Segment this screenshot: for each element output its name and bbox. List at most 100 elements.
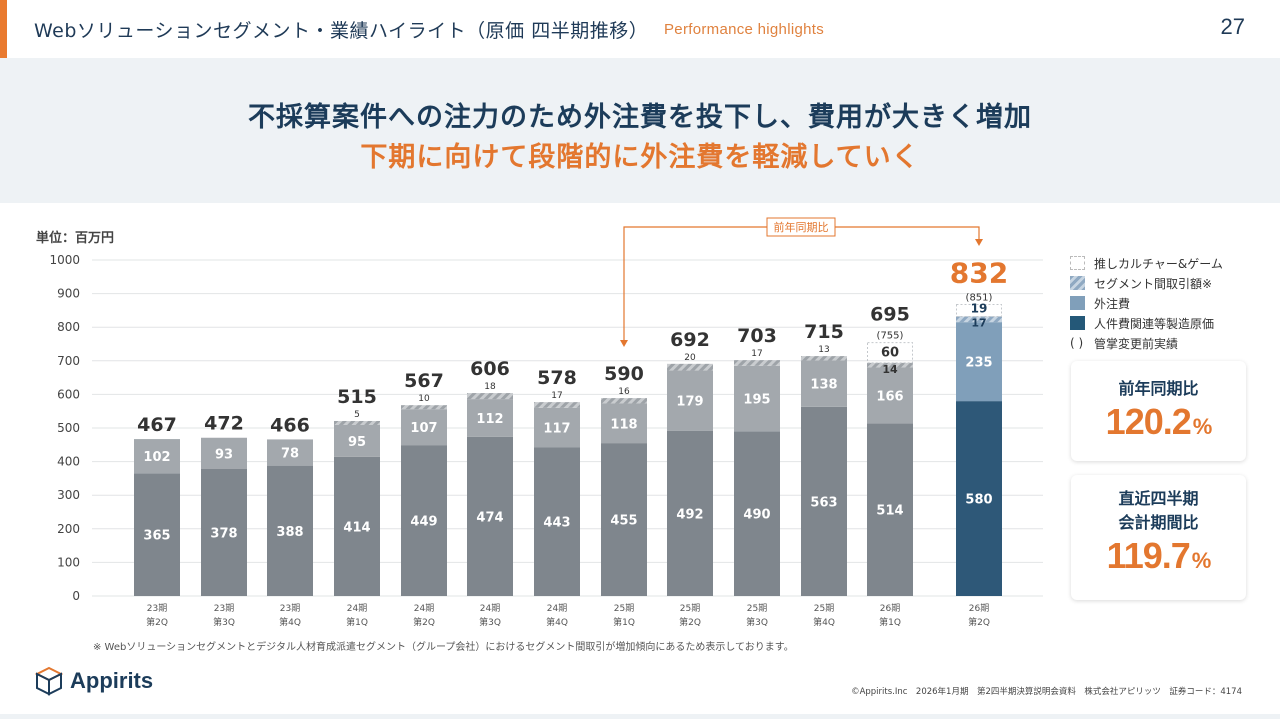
bar-value-outsourcing: 95 — [348, 435, 366, 450]
x-tick-label: 25期 — [680, 603, 700, 614]
legend-item-labor: 人件費関連等製造原価 — [1070, 313, 1223, 333]
card-label-line: 会計期間比 — [1118, 513, 1199, 532]
bottom-divider — [0, 714, 1280, 719]
bar-segment-labor — [134, 473, 180, 596]
y-tick-label: 300 — [57, 488, 80, 502]
card-unit: % — [1192, 414, 1213, 439]
bar-segment-outsourcing — [134, 439, 180, 474]
bar-segment-intersegment — [401, 405, 447, 410]
bar-value-labor: 414 — [343, 520, 370, 535]
x-tick-label: 23期 — [214, 603, 234, 614]
y-tick-label: 900 — [57, 287, 80, 301]
bar-segment-labor — [334, 456, 380, 596]
bar-total: 715 — [804, 321, 844, 343]
x-tick-label: 24期 — [414, 603, 434, 614]
legend-item-intersegment: セグメント間取引額※ — [1070, 273, 1223, 293]
bar-value-outsourcing: 93 — [215, 447, 233, 462]
bar-value-labor: 449 — [410, 515, 437, 530]
bar-value-outsourcing: 117 — [543, 421, 570, 436]
slide-subtitle: Performance highlights — [664, 21, 825, 38]
bar-total: 832 — [950, 256, 1008, 289]
bar-total: 590 — [604, 363, 644, 385]
arrow-down-icon — [975, 239, 983, 246]
bar-value-labor: 365 — [143, 529, 170, 544]
card-unit: % — [1191, 548, 1212, 573]
bar-value-labor: 580 — [965, 493, 992, 508]
bar-segment-intersegment — [734, 360, 780, 366]
bar-total-before-change: (851) — [966, 292, 993, 303]
bar-total: 472 — [204, 413, 244, 435]
y-tick-label: 700 — [57, 354, 80, 368]
x-tick-label: 24期 — [347, 603, 367, 614]
card-label: 前年同期比 — [1118, 379, 1199, 398]
bar-value-outsourcing: 179 — [676, 395, 703, 410]
x-tick-label: 第1Q — [346, 616, 368, 628]
bar-total: 606 — [470, 358, 510, 380]
legend-label: 推しカルチャー&ゲーム — [1094, 256, 1223, 271]
bar-segment-labor — [267, 465, 313, 596]
yoy-bracket-line — [623, 226, 980, 342]
x-tick-label: 26期 — [880, 603, 900, 614]
bar-segment-outsourcing — [267, 439, 313, 466]
accent-bar — [0, 0, 7, 58]
y-tick-label: 500 — [57, 421, 80, 435]
x-tick-label: 25期 — [747, 603, 767, 614]
x-tick-label: 26期 — [969, 603, 989, 614]
bar-value-outsourcing: 138 — [810, 378, 837, 393]
bar-value-oshi: 60 — [881, 346, 899, 361]
bar-value-intersegment: 13 — [818, 345, 829, 355]
bar-value-labor: 388 — [276, 525, 303, 540]
bar-segment-labor — [201, 468, 247, 596]
legend-label: 人件費関連等製造原価 — [1094, 316, 1215, 331]
bar-value-intersegment: 10 — [418, 394, 430, 404]
cube-logo-icon — [34, 666, 64, 696]
bar-value-intersegment: 16 — [618, 387, 630, 397]
bar-segment-intersegment — [801, 356, 847, 361]
x-tick-label: 24期 — [480, 603, 500, 614]
bar-value-labor: 474 — [476, 510, 503, 525]
x-tick-label: 第4Q — [813, 616, 835, 628]
headline-line-2: 下期に向けて段階的に外注費を軽減していく — [360, 142, 920, 173]
bar-value-outsourcing: 107 — [410, 421, 437, 436]
card-value: 119.7% — [1071, 535, 1246, 577]
dotted-swatch-icon — [1070, 256, 1085, 270]
x-tick-label: 25期 — [614, 603, 634, 614]
hatched-swatch-icon — [1070, 276, 1085, 290]
bar-segment-outsourcing — [534, 407, 580, 448]
y-tick-label: 200 — [57, 522, 80, 536]
bar-segment-outsourcing — [734, 365, 780, 432]
bar-value-labor: 455 — [610, 514, 637, 529]
bar-value-labor: 492 — [676, 507, 703, 522]
bar-segment-labor — [601, 443, 647, 596]
logo-text: Appirits — [70, 668, 154, 693]
unit-label: 単位：百万円 — [36, 231, 115, 246]
qoq-ratio-card: 直近四半期 会計期間比 119.7% — [1071, 475, 1246, 600]
headline-banner: 不採算案件への注力のため外注費を投下し、費用が大きく増加 下期に向けて段階的に外… — [0, 58, 1280, 203]
legend-label: セグメント間取引額※ — [1094, 276, 1213, 291]
bar-value-labor: 514 — [876, 504, 903, 519]
bar-total: 695 — [870, 304, 910, 326]
bar-value-labor: 378 — [210, 526, 237, 541]
bar-value-oshi: 19 — [971, 301, 988, 315]
card-label: 直近四半期 会計期間比 — [1071, 487, 1246, 535]
x-tick-label: 第1Q — [879, 616, 901, 628]
y-tick-label: 1000 — [49, 253, 80, 267]
footnote: ※ Webソリューションセグメントとデジタル人材育成派遣セグメント（グループ会社… — [93, 642, 794, 653]
x-tick-label: 第4Q — [546, 616, 568, 628]
x-tick-label: 第3Q — [479, 616, 501, 628]
x-tick-label: 23期 — [147, 603, 167, 614]
bar-segment-labor — [734, 431, 780, 596]
x-tick-label: 第4Q — [279, 616, 301, 628]
slide-header: Webソリューションセグメント・業績ハイライト（原価 四半期推移） Perfor… — [0, 0, 1280, 58]
bar-segment-labor — [956, 401, 1002, 596]
company-logo: Appirits — [34, 666, 153, 696]
bar-value-outsourcing: 195 — [743, 393, 770, 408]
bar-value-intersegment: 17 — [751, 349, 762, 359]
yoy-ratio-card: 前年同期比 120.2% — [1071, 361, 1246, 461]
legend-item-outsourcing: 外注費 — [1070, 293, 1223, 313]
paren-marker: ( ) — [1070, 336, 1084, 350]
card-value: 120.2% — [1071, 401, 1246, 443]
bar-value-outsourcing: 166 — [876, 389, 903, 404]
bar-segment-labor — [401, 445, 447, 596]
